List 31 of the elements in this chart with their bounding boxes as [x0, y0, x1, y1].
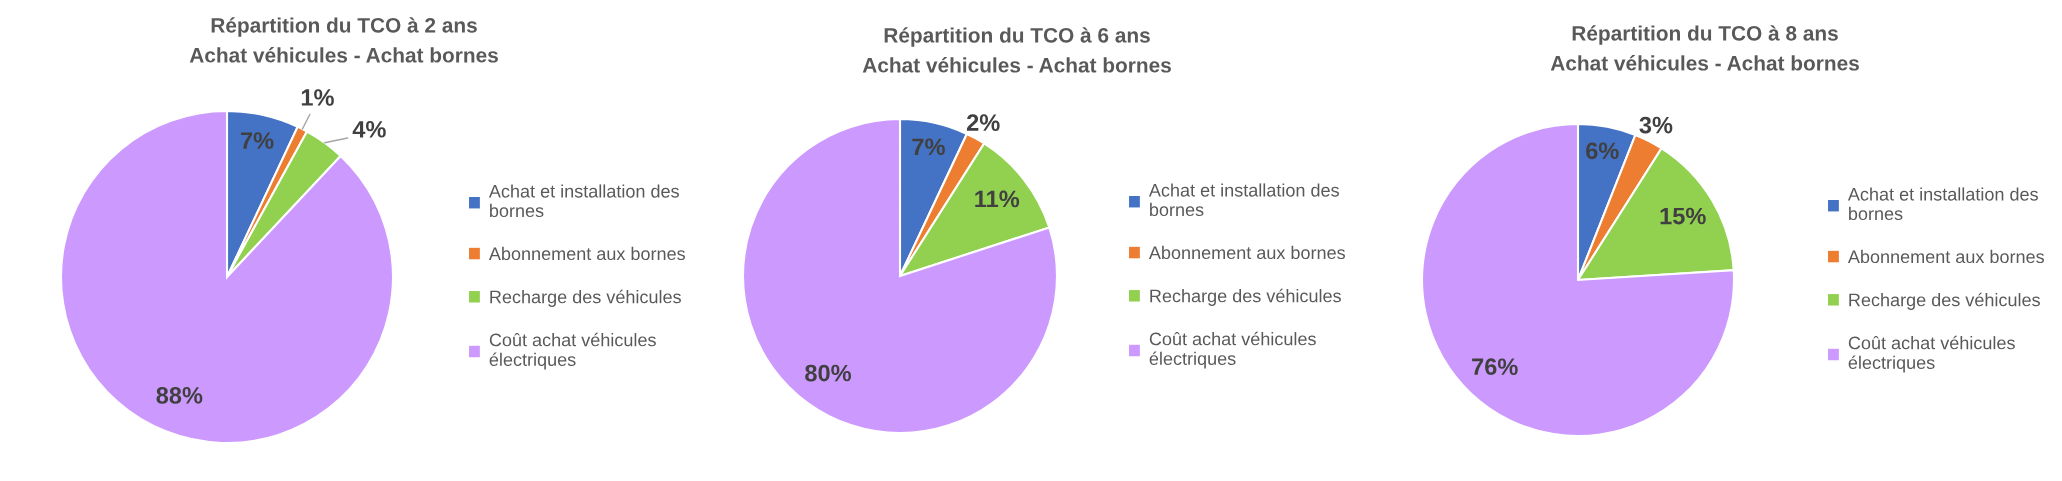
legend-label: Abonnement aux bornes — [488, 246, 685, 261]
data-label: 7% — [241, 132, 274, 149]
data-label: 1% — [301, 89, 334, 106]
legend-label: Achat et installation des bornes — [488, 184, 679, 218]
data-label: 7% — [912, 138, 945, 156]
legend-label: Recharge des véhicules — [1849, 292, 2040, 310]
data-label: 3% — [1639, 116, 1673, 134]
data-label: 6% — [1586, 142, 1619, 160]
pie-slice — [59, 109, 395, 445]
data-label: 88% — [156, 387, 203, 404]
legend-label: Coût achat véhicules électriques — [489, 332, 656, 370]
data-label: 2% — [966, 114, 1000, 131]
legend-label: Recharge des véhicules — [1150, 288, 1341, 306]
legend-label: Achat et installation des bornes — [1148, 183, 1339, 217]
chart-subtitle: Achat véhicules - Achat bornes — [189, 47, 498, 63]
data-label: 11% — [975, 190, 1020, 208]
chart-subtitle: Achat véhicules - Achat bornes — [1550, 55, 1859, 71]
data-label: 15% — [1660, 207, 1706, 225]
chart-title: Répartition du TCO à 2 ans — [211, 17, 477, 37]
data-label: 80% — [805, 364, 852, 382]
legend-label: Coût achat véhicules électriques — [1149, 331, 1316, 369]
legend-label: Recharge des véhicules — [490, 289, 681, 307]
chart-subtitle: Achat véhicules - Achat bornes — [862, 57, 1171, 73]
data-label: 76% — [1472, 358, 1518, 376]
chart-title: Répartition du TCO à 8 ans — [1572, 25, 1838, 45]
legend-label: Abonnement aux bornes — [1847, 249, 2044, 264]
chart-title: Répartition du TCO à 6 ans — [884, 27, 1150, 47]
legend-label: Coût achat véhicules électriques — [1848, 335, 2015, 373]
legend-label: Achat et installation des bornes — [1847, 187, 2038, 221]
legend-label: Abonnement aux bornes — [1148, 245, 1345, 260]
data-label: 4% — [352, 121, 386, 138]
